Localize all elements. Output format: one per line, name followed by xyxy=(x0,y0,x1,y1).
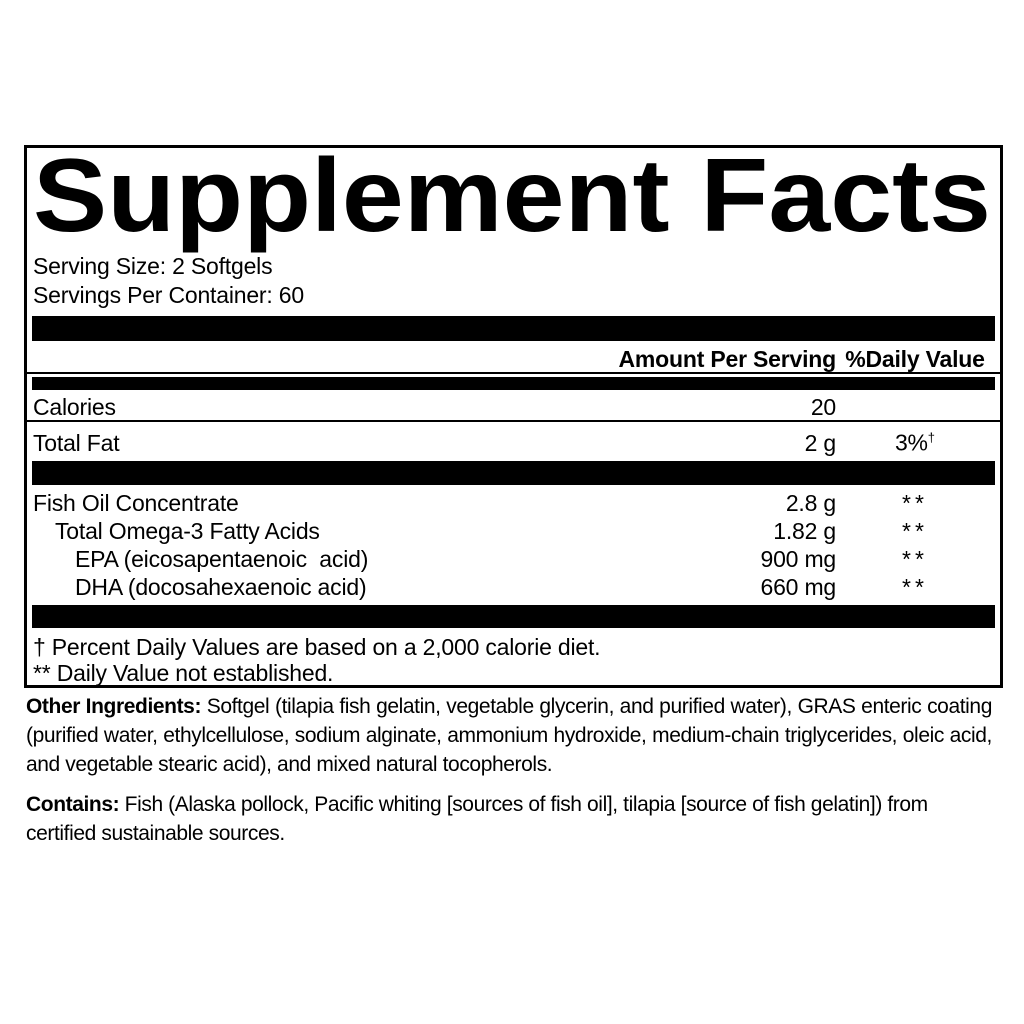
header-amount-per-serving: Amount Per Serving xyxy=(618,346,837,372)
daily-value-text: ** xyxy=(902,573,928,600)
panel-title: Supplement Facts xyxy=(33,138,991,254)
nutrient-daily-value: ** xyxy=(836,517,994,545)
footnote-daily-values: † Percent Daily Values are based on a 2,… xyxy=(33,633,601,660)
daily-value-text: ** xyxy=(902,545,928,572)
nutrient-amount: 20 xyxy=(810,394,836,420)
dagger-superscript: † xyxy=(927,430,936,445)
nutrient-amount: 2 g xyxy=(804,429,837,456)
nutrient-row-calories: Calories 20 xyxy=(27,394,1000,420)
contains-label: Contains: xyxy=(26,793,120,816)
nutrient-row-omega3: Total Omega-3 Fatty Acids 1.82 g ** xyxy=(27,517,1000,545)
other-ingredients-text: Softgel (tilapia fish gelatin, vegetable… xyxy=(26,695,992,776)
nutrient-name: EPA (eicosapentaenoic acid) xyxy=(75,545,369,572)
thin-rule xyxy=(27,372,1000,374)
table-header-row: Amount Per Serving %Daily Value xyxy=(27,346,1000,372)
nutrient-amount: 1.82 g xyxy=(773,517,836,544)
ingredients-section: Other Ingredients: Softgel (tilapia fish… xyxy=(26,692,992,848)
nutrient-amount: 2.8 g xyxy=(785,489,836,516)
nutrient-daily-value: 3%† xyxy=(836,425,994,456)
serving-size: Serving Size: 2 Softgels xyxy=(33,253,273,279)
nutrient-amount: 900 mg xyxy=(760,545,836,572)
thin-rule xyxy=(27,420,1000,422)
separator-bar-thick xyxy=(32,460,995,485)
header-daily-value: %Daily Value xyxy=(845,346,985,372)
nutrient-daily-value: ** xyxy=(836,489,994,517)
separator-bar-thick xyxy=(32,316,995,341)
footnotes: † Percent Daily Values are based on a 2,… xyxy=(27,634,1000,686)
daily-value-text: ** xyxy=(902,517,928,544)
nutrient-name: Calories xyxy=(33,394,116,420)
nutrient-row-epa: EPA (eicosapentaenoic acid) 900 mg ** xyxy=(27,545,1000,573)
fish-oil-section: Fish Oil Concentrate 2.8 g ** Total Omeg… xyxy=(27,489,1000,601)
contains-paragraph: Contains: Fish (Alaska pollock, Pacific … xyxy=(26,790,992,848)
nutrient-name: DHA (docosahexaenoic acid) xyxy=(75,573,367,600)
nutrient-name: Total Omega-3 Fatty Acids xyxy=(55,517,320,544)
nutrient-row-fish-oil-concentrate: Fish Oil Concentrate 2.8 g ** xyxy=(27,489,1000,517)
nutrient-row-dha: DHA (docosahexaenoic acid) 660 mg ** xyxy=(27,573,1000,601)
daily-value-text: 3% xyxy=(894,429,928,456)
nutrient-row-total-fat: Total Fat 2 g 3%† xyxy=(27,425,1000,456)
nutrient-daily-value: ** xyxy=(836,573,994,601)
other-ingredients-label: Other Ingredients: xyxy=(26,695,202,718)
panel-title-graphic: Supplement Facts xyxy=(33,138,991,254)
supplement-facts-panel: Supplement Facts Serving Size: 2 Softgel… xyxy=(24,138,1003,688)
contains-text: Fish (Alaska pollock, Pacific whiting [s… xyxy=(26,793,928,845)
nutrient-daily-value: ** xyxy=(836,545,994,573)
separator-bar-thick xyxy=(32,604,995,628)
footnote-not-established: ** Daily Value not established. xyxy=(33,659,334,686)
nutrient-name: Fish Oil Concentrate xyxy=(33,489,239,516)
nutrient-name: Total Fat xyxy=(33,429,120,456)
servings-per-container: Servings Per Container: 60 xyxy=(33,282,304,308)
nutrient-amount: 660 mg xyxy=(760,573,836,600)
other-ingredients-paragraph: Other Ingredients: Softgel (tilapia fish… xyxy=(26,692,992,779)
daily-value-text: ** xyxy=(902,489,928,516)
separator-bar-medium xyxy=(32,377,995,390)
